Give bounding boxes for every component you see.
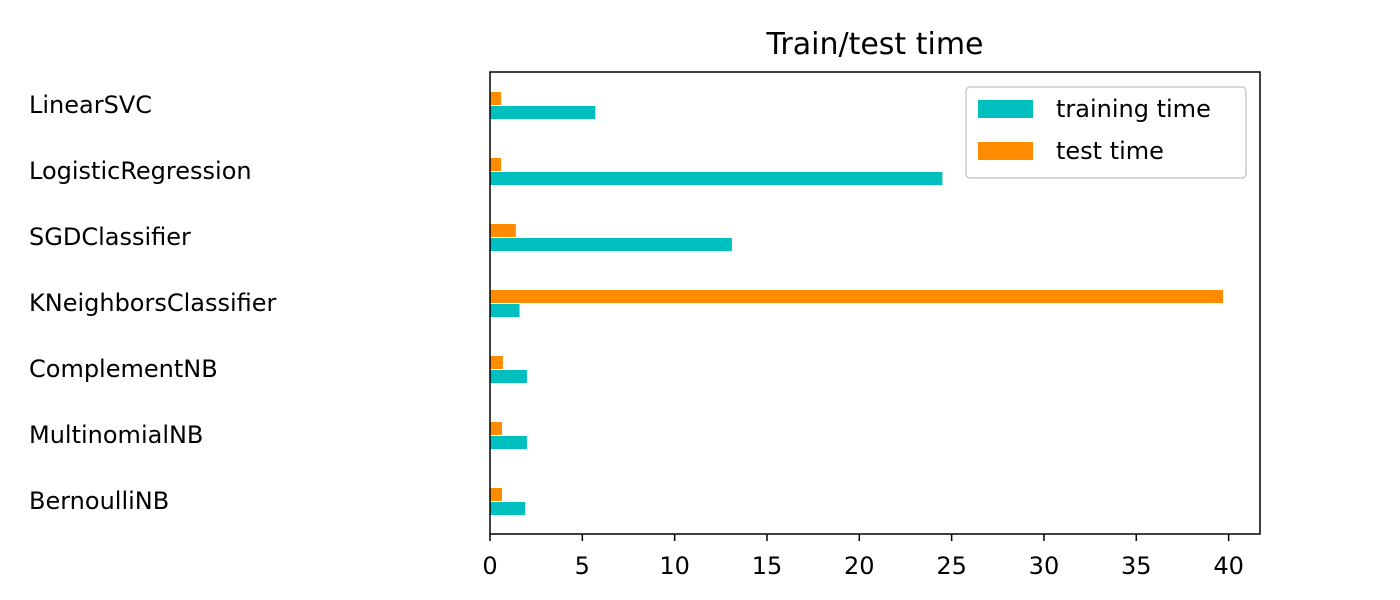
category-label-sgdclassifier: SGDClassifier bbox=[29, 223, 191, 251]
legend-swatch-test-time bbox=[978, 142, 1033, 160]
x-tick-label: 5 bbox=[575, 552, 590, 580]
chart-title: Train/test time bbox=[765, 27, 983, 62]
bar-training-time-sgdclassifier bbox=[490, 238, 732, 251]
bar-test-time-multinomialnb bbox=[490, 422, 503, 435]
bar-test-time-linearsvc bbox=[490, 92, 502, 105]
bar-test-time-bernoullinb bbox=[490, 488, 503, 501]
legend-label-test-time: test time bbox=[1056, 137, 1164, 165]
bar-test-time-kneighborsclassifier bbox=[490, 290, 1224, 303]
bar-training-time-multinomialnb bbox=[490, 436, 527, 449]
bar-training-time-logisticregression bbox=[490, 172, 943, 185]
x-axis: 0 5 10 15 20 25 30 35 40 bbox=[482, 534, 1244, 580]
bar-training-time-linearsvc bbox=[490, 106, 596, 119]
category-label-linearsvc: LinearSVC bbox=[29, 91, 152, 119]
plot-frame bbox=[489, 71, 1261, 535]
category-label-bernoullinb: BernoulliNB bbox=[29, 487, 169, 515]
legend-label-training-time: training time bbox=[1056, 95, 1211, 123]
x-tick-label: 25 bbox=[936, 552, 967, 580]
x-tick-label: 10 bbox=[659, 552, 690, 580]
legend: training time test time bbox=[965, 86, 1247, 179]
category-label-multinomialnb: MultinomialNB bbox=[29, 421, 203, 449]
x-tick-label: 30 bbox=[1029, 552, 1060, 580]
legend-swatch-training-time bbox=[978, 100, 1033, 118]
x-tick-label: 35 bbox=[1121, 552, 1152, 580]
category-label-kneighborsclassifier: KNeighborsClassifier bbox=[29, 289, 277, 317]
bars bbox=[490, 92, 1224, 515]
bar-test-time-logisticregression bbox=[490, 158, 502, 171]
category-labels: LinearSVC LogisticRegression SGDClassifier… bbox=[29, 91, 277, 515]
bar-test-time-complementnb bbox=[490, 356, 503, 369]
x-tick-label: 20 bbox=[844, 552, 875, 580]
x-tick-label: 0 bbox=[482, 552, 497, 580]
x-tick-label: 15 bbox=[752, 552, 783, 580]
bar-training-time-kneighborsclassifier bbox=[490, 304, 520, 317]
bar-training-time-complementnb bbox=[490, 370, 527, 383]
bar-training-time-bernoullinb bbox=[490, 502, 526, 515]
x-tick-label: 40 bbox=[1213, 552, 1244, 580]
category-label-logisticregression: LogisticRegression bbox=[29, 157, 252, 185]
category-label-complementnb: ComplementNB bbox=[29, 355, 218, 383]
bar-test-time-sgdclassifier bbox=[490, 224, 516, 237]
legend-box bbox=[965, 86, 1247, 179]
